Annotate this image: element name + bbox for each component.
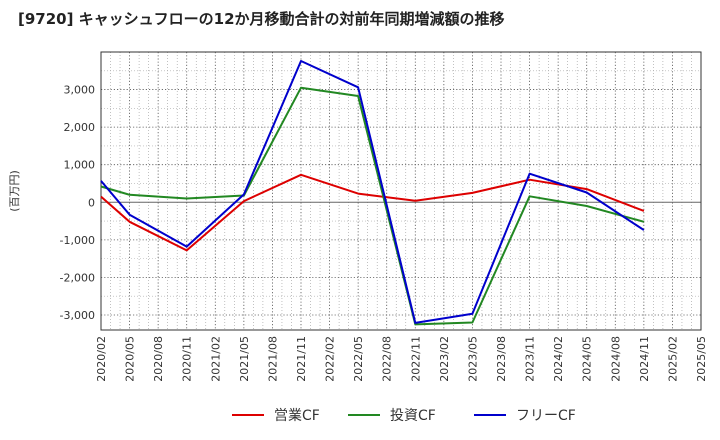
x-tick-label: 2020/08 bbox=[152, 336, 165, 382]
x-tick-label: 2022/08 bbox=[381, 336, 394, 382]
x-tick-label: 2023/11 bbox=[524, 336, 537, 382]
x-tick-label: 2024/11 bbox=[638, 336, 651, 382]
x-tick-label: 2022/02 bbox=[324, 336, 337, 382]
y-axis-label: (百万円) bbox=[8, 170, 21, 212]
x-tick-label: 2024/02 bbox=[552, 336, 565, 382]
x-tick-label: 2022/11 bbox=[409, 336, 422, 382]
x-tick-label: 2023/08 bbox=[495, 336, 508, 382]
y-tick-label: 2,000 bbox=[64, 121, 96, 134]
series-line bbox=[100, 173, 645, 252]
legend-label: 投資CF bbox=[390, 408, 436, 424]
x-tick-label: 2021/11 bbox=[295, 336, 308, 382]
x-tick-label: 2025/02 bbox=[666, 336, 679, 382]
x-tick-label: 2023/05 bbox=[466, 336, 479, 382]
x-tick-label: 2025/05 bbox=[695, 336, 708, 382]
y-tick-label: -2,000 bbox=[60, 271, 95, 284]
x-tick-label: 2021/08 bbox=[266, 336, 279, 382]
plot-frame bbox=[100, 51, 702, 331]
x-tick-label: 2022/05 bbox=[352, 336, 365, 382]
x-tick-label: 2021/02 bbox=[209, 336, 222, 382]
y-tick-label: 1,000 bbox=[64, 159, 96, 172]
y-tick-label: -3,000 bbox=[60, 309, 95, 322]
series-line bbox=[100, 86, 645, 326]
series-line bbox=[100, 60, 645, 324]
legend-label: フリーCF bbox=[516, 408, 576, 424]
x-tick-label: 2024/05 bbox=[581, 336, 594, 382]
y-tick-label: 3,000 bbox=[64, 84, 96, 97]
x-tick-label: 2020/11 bbox=[181, 336, 194, 382]
chart-title: [9720] キャッシュフローの12か月移動合計の対前年同期増減額の推移 bbox=[18, 10, 505, 28]
x-tick-label: 2024/08 bbox=[609, 336, 622, 382]
x-tick-label: 2020/02 bbox=[95, 336, 108, 382]
x-tick-label: 2021/05 bbox=[238, 336, 251, 382]
y-tick-label: 0 bbox=[88, 196, 95, 209]
x-tick-label: 2020/05 bbox=[124, 336, 137, 382]
x-tick-label: 2023/02 bbox=[438, 336, 451, 382]
legend-label: 営業CF bbox=[274, 408, 320, 424]
plot-area bbox=[101, 52, 701, 330]
y-tick-label: -1,000 bbox=[60, 234, 95, 247]
